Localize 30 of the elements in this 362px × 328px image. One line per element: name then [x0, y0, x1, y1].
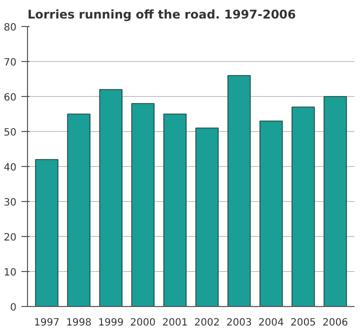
bar [67, 114, 90, 306]
y-tick-label: 10 [4, 268, 17, 278]
x-tick-label: 2005 [290, 318, 316, 328]
bar [195, 128, 219, 306]
x-tick-label: 1997 [34, 318, 60, 328]
bar [99, 89, 122, 306]
y-tick-label: 70 [4, 58, 17, 68]
bar [163, 114, 187, 306]
y-tick-label: 30 [4, 198, 17, 208]
x-tick-label: 1998 [66, 318, 92, 328]
y-tick-label: 0 [10, 302, 17, 314]
bar [227, 75, 251, 306]
x-tick-label: 2003 [226, 318, 252, 328]
x-tick-label: 2002 [194, 318, 220, 328]
chart-title: Lorries running off the road. 1997-2006 [28, 8, 296, 22]
x-tick-label: 2000 [130, 318, 156, 328]
bar [324, 96, 347, 306]
bar [292, 106, 315, 306]
x-tick-label: 2001 [162, 318, 188, 328]
bar [260, 120, 283, 306]
x-tick-label: 2006 [322, 318, 348, 328]
y-tick-label: 50 [4, 128, 17, 138]
x-tick-label: 1999 [98, 318, 124, 328]
y-tick-label: 80 [4, 22, 17, 34]
bar [131, 103, 155, 306]
bar [35, 159, 58, 306]
x-tick-label: 2004 [258, 318, 284, 328]
y-tick-label: 20 [4, 232, 17, 244]
y-tick-label: 60 [4, 92, 17, 104]
y-tick-label: 40 [4, 162, 17, 174]
